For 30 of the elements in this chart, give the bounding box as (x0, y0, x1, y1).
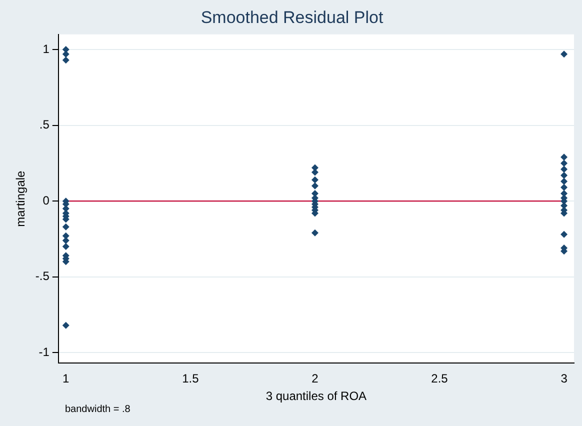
text: bandwidth = .8 (65, 404, 131, 415)
point (560, 154, 568, 161)
y-tick-label: -1 (38, 344, 50, 359)
point (560, 230, 568, 238)
x-tick-label: 2 (312, 372, 319, 386)
y-tick-label: .5 (39, 118, 50, 132)
x-tick-label: 2.5 (431, 372, 448, 386)
y-tick-label: 0 (42, 193, 50, 208)
point (62, 223, 70, 230)
x-tick-label: 1.5 (182, 372, 200, 386)
point (62, 243, 70, 250)
x-tick-label: 3 (560, 372, 568, 386)
y-tick-label: 1 (42, 42, 50, 56)
x-axis-title: 3 quantiles of ROA (266, 389, 367, 404)
point (560, 184, 568, 191)
y-axis-title: martingale (14, 170, 28, 227)
point (560, 178, 568, 185)
point (560, 50, 568, 58)
chart-title: Smoothed Residual Plot (200, 8, 384, 27)
point (311, 182, 318, 190)
y-tick-label: -.5 (35, 269, 50, 284)
point (560, 166, 568, 173)
point (62, 50, 70, 58)
point (560, 172, 568, 179)
x-tick-label: 1 (62, 372, 70, 386)
point (62, 56, 70, 64)
point (311, 176, 318, 184)
point (311, 229, 318, 236)
point (62, 322, 70, 329)
point (560, 160, 568, 167)
